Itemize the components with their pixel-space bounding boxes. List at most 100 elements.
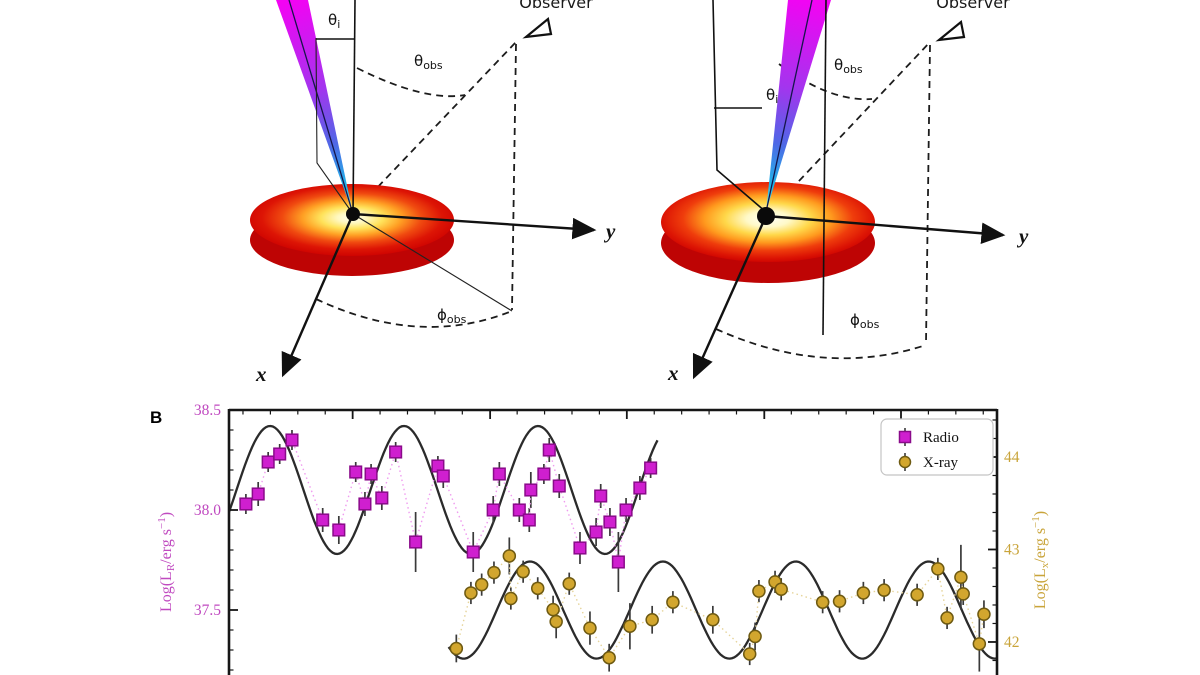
left-tick-label: 38.0 bbox=[194, 502, 221, 519]
radio-point bbox=[261, 455, 275, 469]
observer-label: Observer bbox=[519, 0, 593, 12]
legend: Radio X-ray bbox=[880, 418, 994, 476]
observer-vertical-dashed-line bbox=[925, 44, 931, 344]
radio-point bbox=[375, 491, 389, 505]
radio-point bbox=[349, 465, 363, 479]
y-axis-arrow bbox=[352, 212, 597, 240]
xray-point bbox=[666, 595, 680, 609]
observer-vertical-dashed-line bbox=[511, 43, 517, 311]
xray-point bbox=[549, 614, 563, 629]
theta-i-label: θi bbox=[328, 11, 340, 31]
jet-axis-line bbox=[288, 0, 354, 215]
right-tick-label: 42 bbox=[1004, 634, 1020, 651]
xray-point bbox=[752, 584, 766, 598]
xray-point bbox=[954, 570, 968, 584]
theta-obs-label: θobs bbox=[414, 52, 443, 72]
radio-point bbox=[633, 481, 647, 495]
left-axis-title: Log(LR/erg s−1) bbox=[156, 512, 177, 612]
fit-curve-x-ray bbox=[447, 560, 997, 660]
lightcurve-chart: 38.5 38.0 37.5 44 43 42 B Log(LR/erg s−1) Log… bbox=[150, 402, 1051, 675]
radio-point bbox=[542, 443, 556, 457]
phi-obs-arc bbox=[315, 298, 513, 328]
series-x-ray bbox=[449, 537, 991, 672]
jet-cone bbox=[766, 0, 831, 212]
radio-point bbox=[524, 483, 538, 497]
x-axis-arrow bbox=[692, 215, 768, 380]
black-hole-dot bbox=[757, 207, 775, 225]
chart-data-layer bbox=[229, 424, 997, 672]
radio-point bbox=[512, 503, 526, 517]
xray-point bbox=[832, 594, 847, 609]
radio-point bbox=[552, 479, 566, 493]
radio-point bbox=[316, 513, 330, 527]
observer-label: Observer bbox=[936, 0, 1010, 12]
axis-ticks: 38.5 38.0 37.5 44 43 42 bbox=[194, 402, 1020, 671]
xray-point bbox=[706, 613, 720, 627]
radio-point bbox=[239, 497, 253, 511]
radio-point bbox=[611, 555, 625, 569]
radio-point bbox=[285, 433, 299, 447]
radio-point bbox=[594, 489, 608, 503]
xray-point bbox=[449, 641, 464, 656]
legend-xray-marker bbox=[898, 455, 912, 469]
radio-point bbox=[573, 541, 587, 555]
radio-point bbox=[492, 467, 506, 481]
y-axis-label: y bbox=[603, 219, 616, 243]
xray-point bbox=[562, 576, 576, 591]
legend-radio-label: Radio bbox=[923, 430, 959, 446]
xray-point bbox=[877, 583, 891, 597]
xray-point bbox=[972, 637, 987, 651]
theta-i-label: θi bbox=[766, 86, 778, 106]
x-ray-dotted-line bbox=[455, 554, 985, 659]
xray-point bbox=[530, 581, 545, 596]
radio-point bbox=[436, 469, 450, 483]
xray-point bbox=[748, 629, 762, 644]
phi-obs-label: ϕobs bbox=[850, 311, 880, 331]
xray-point bbox=[940, 611, 954, 625]
xray-point bbox=[931, 562, 945, 576]
radio-point bbox=[603, 515, 617, 529]
xray-point bbox=[474, 577, 489, 592]
radio-point bbox=[358, 497, 372, 511]
theta-obs-label: θobs bbox=[834, 56, 863, 76]
x-axis-arrow bbox=[281, 213, 355, 378]
observer-eye-icon bbox=[522, 16, 553, 39]
radio-point bbox=[273, 447, 287, 461]
radio-point bbox=[251, 487, 265, 501]
vertical-reference-line-left bbox=[712, 0, 767, 213]
xray-point bbox=[504, 591, 518, 606]
black-hole-dot bbox=[346, 207, 360, 221]
radio-point bbox=[644, 461, 658, 475]
right-axis-title: Log(Lx/erg s−1) bbox=[1030, 511, 1051, 609]
fit-curve-radio bbox=[229, 424, 659, 556]
phi-obs-arc bbox=[715, 328, 927, 360]
xray-point bbox=[583, 621, 597, 635]
radio-dotted-line bbox=[245, 438, 652, 563]
radio-point bbox=[522, 513, 536, 527]
xray-point bbox=[977, 607, 991, 621]
legend-xray-label: X-ray bbox=[923, 455, 958, 471]
observer-sight-line bbox=[352, 41, 517, 214]
left-tick-label: 38.5 bbox=[194, 402, 221, 419]
xray-point bbox=[516, 564, 530, 579]
x-axis-label: x bbox=[255, 362, 267, 386]
jet-disk-diagram-left: Observer θi θobs ϕobs y x bbox=[250, 0, 616, 386]
vertical-reference-line-right bbox=[822, 0, 827, 336]
x-axis-label: x bbox=[667, 361, 679, 385]
jet-axis-line bbox=[765, 0, 813, 213]
xray-point bbox=[502, 549, 517, 563]
xray-point bbox=[602, 650, 616, 665]
right-tick-label: 43 bbox=[1004, 541, 1020, 558]
theta-obs-arc bbox=[356, 67, 466, 98]
jet-disk-diagram-right: Observer θi θobs ϕobs y x bbox=[661, 0, 1029, 385]
radio-point bbox=[332, 523, 346, 537]
xray-point bbox=[464, 586, 478, 600]
jet-cone bbox=[276, 0, 353, 214]
legend-radio-marker bbox=[898, 430, 912, 444]
xray-point bbox=[742, 647, 757, 661]
radio-point bbox=[389, 445, 403, 459]
xray-point bbox=[815, 595, 830, 609]
panel-b-label: B bbox=[150, 408, 162, 427]
radio-point bbox=[466, 545, 480, 559]
xray-point bbox=[546, 602, 560, 617]
